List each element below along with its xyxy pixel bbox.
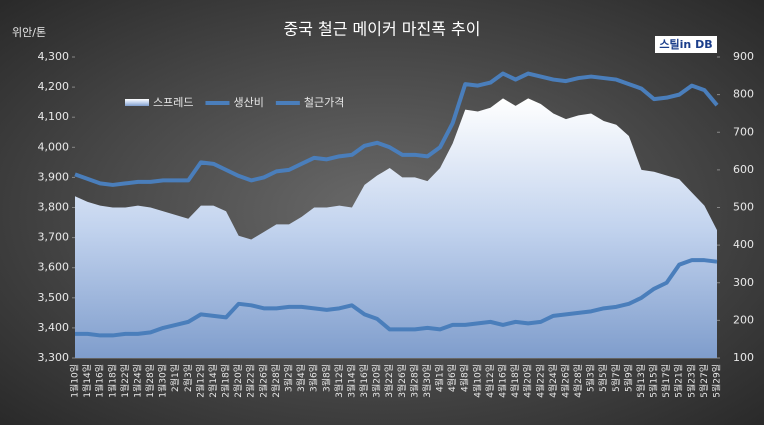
x-tick-label: 3월28일 xyxy=(408,364,420,398)
x-tick-label: 4월28일 xyxy=(572,364,584,398)
y2-tick-label: 700 xyxy=(733,125,754,138)
y-tick-label: 4,100 xyxy=(38,110,70,123)
x-tick-label: 2월3일 xyxy=(182,364,194,392)
y-tick-label: 3,700 xyxy=(38,231,70,244)
x-tick-label: 4월1일 xyxy=(434,364,446,392)
legend-label: 생산비 xyxy=(233,96,263,109)
x-tick-label: 4월22일 xyxy=(534,364,546,398)
x-tick-label: 2월12일 xyxy=(194,364,206,398)
x-tick-label: 5월21일 xyxy=(673,364,685,398)
x-tick-label: 4월8일 xyxy=(459,364,471,392)
logo: 스틸in DB xyxy=(659,38,712,51)
x-tick-label: 1월16일 xyxy=(94,364,106,398)
x-tick-label: 5월29일 xyxy=(711,364,723,398)
legend-label: 철근가격 xyxy=(304,96,344,109)
chart-title: 중국 철근 메이커 마진폭 추이 xyxy=(284,20,481,39)
x-tick-label: 3월26일 xyxy=(396,364,408,398)
y2-tick-label: 400 xyxy=(733,238,754,251)
x-tick-label: 5월15일 xyxy=(648,364,660,398)
x-tick-label: 1월30일 xyxy=(157,364,169,398)
x-tick-label: 4월24일 xyxy=(547,364,559,398)
x-tick-label: 4월10일 xyxy=(471,364,483,398)
y-tick-label: 3,300 xyxy=(38,351,70,364)
y2-tick-label: 800 xyxy=(733,88,754,101)
x-tick-label: 4월18일 xyxy=(509,364,521,398)
y-tick-label: 3,900 xyxy=(38,170,70,183)
x-tick-label: 2월20일 xyxy=(232,364,244,398)
x-tick-label: 1월18일 xyxy=(106,364,118,398)
y-tick-label: 3,400 xyxy=(38,321,70,334)
y-tick-label: 4,200 xyxy=(38,80,70,93)
y-tick-label: 3,600 xyxy=(38,261,70,274)
y-tick-label: 4,000 xyxy=(38,140,70,153)
logo-box xyxy=(655,36,717,53)
x-tick-label: 4월16일 xyxy=(497,364,509,398)
line xyxy=(75,258,718,338)
y-tick-label: 3,800 xyxy=(38,201,70,214)
x-tick-label: 2월1일 xyxy=(169,364,181,392)
y2-tick-label: 600 xyxy=(733,163,754,176)
line xyxy=(74,71,719,187)
y2-tick-label: 900 xyxy=(733,50,754,63)
spread-area xyxy=(75,98,717,358)
x-tick-label: 3월6일 xyxy=(308,364,320,392)
x-tick-label: 4월20일 xyxy=(522,364,534,398)
x-tick-label: 2월26일 xyxy=(257,364,269,398)
x-tick-label: 5월3일 xyxy=(585,364,597,392)
y-tick-label: 3,500 xyxy=(38,291,70,304)
x-tick-label: 1월14일 xyxy=(81,364,93,398)
x-tick-label: 5월13일 xyxy=(635,364,647,398)
x-tick-label: 2월14일 xyxy=(207,364,219,398)
x-tick-label: 5월5일 xyxy=(597,364,609,392)
x-tick-label: 2월18일 xyxy=(220,364,232,398)
x-tick-label: 1월10일 xyxy=(69,364,81,398)
x-tick-label: 3월8일 xyxy=(320,364,332,392)
x-tick-label: 4월26일 xyxy=(559,364,571,398)
legend-label: 스프레드 xyxy=(153,96,193,109)
x-tick-label: 3월4일 xyxy=(295,364,307,392)
y2-tick-label: 500 xyxy=(733,201,754,214)
legend: 스프레드 생산비 철근가격 xyxy=(125,96,344,109)
y-axis-label: 위안/톤 xyxy=(12,26,46,39)
x-tick-label: 2월22일 xyxy=(245,364,257,398)
x-tick-label: 1월28일 xyxy=(144,364,156,398)
x-tick-label: 5월17일 xyxy=(660,364,672,398)
x-tick-label: 5월23일 xyxy=(685,364,697,398)
x-tick-label: 5월9일 xyxy=(622,364,634,392)
x-tick-label: 1월22일 xyxy=(119,364,131,398)
x-tick-label: 2월28일 xyxy=(270,364,282,398)
x-tick-label: 1월24일 xyxy=(131,364,143,398)
legend-swatch xyxy=(125,99,149,106)
x-tick-label: 3월22일 xyxy=(383,364,395,398)
x-tick-label: 4월6일 xyxy=(446,364,458,392)
x-tick-label: 5월27일 xyxy=(698,364,710,398)
x-tick-label: 3월30일 xyxy=(421,364,433,398)
y2-tick-label: 200 xyxy=(733,313,754,326)
x-tick-label: 3월2일 xyxy=(283,364,295,392)
x-tick-label: 3월14일 xyxy=(345,364,357,398)
x-tick-label: 3월16일 xyxy=(358,364,370,398)
x-tick-label: 3월12일 xyxy=(333,364,345,398)
x-tick-label: 4월12일 xyxy=(484,364,496,398)
x-tick-label: 5월7일 xyxy=(610,364,622,392)
y2-tick-label: 100 xyxy=(733,351,754,364)
y-tick-label: 4,300 xyxy=(38,50,70,63)
y2-tick-label: 300 xyxy=(733,276,754,289)
x-tick-label: 3월20일 xyxy=(371,364,383,398)
